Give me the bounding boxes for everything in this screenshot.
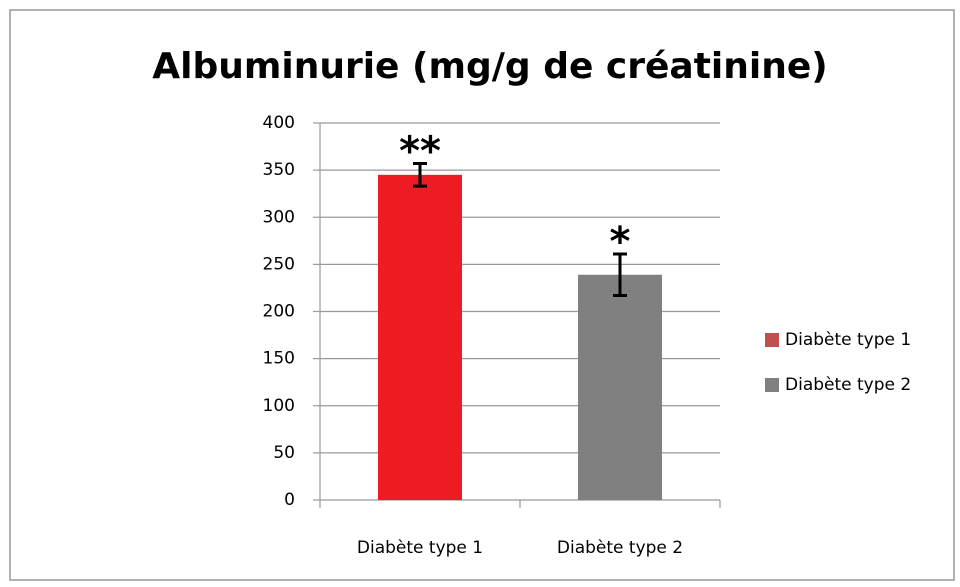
annotation: *	[610, 219, 631, 265]
bar	[378, 174, 462, 500]
legend-label: Diabète type 2	[785, 375, 911, 395]
annotation: **	[399, 129, 441, 175]
error-bar	[413, 162, 427, 188]
x-tick-label: Diabète type 1	[357, 538, 483, 558]
y-tick-label: 400	[263, 113, 295, 133]
error-bar	[613, 252, 627, 297]
y-tick-label: 50	[273, 443, 295, 463]
y-tick-label: 0	[284, 490, 295, 510]
y-tick-label: 300	[263, 207, 295, 227]
y-tick-label: 150	[263, 349, 295, 369]
y-tick-label: 100	[263, 396, 295, 416]
y-tick-label: 200	[263, 302, 295, 322]
legend-swatch	[765, 378, 779, 392]
y-tick-label: 350	[263, 160, 295, 180]
x-tick-label: Diabète type 2	[557, 538, 683, 558]
legend-label: Diabète type 1	[785, 330, 911, 350]
chart-title: Albuminurie (mg/g de créatinine)	[152, 46, 827, 87]
legend-swatch	[765, 333, 779, 347]
bar	[578, 274, 662, 500]
y-tick-label: 250	[263, 254, 295, 274]
chart-frame	[9, 9, 955, 581]
